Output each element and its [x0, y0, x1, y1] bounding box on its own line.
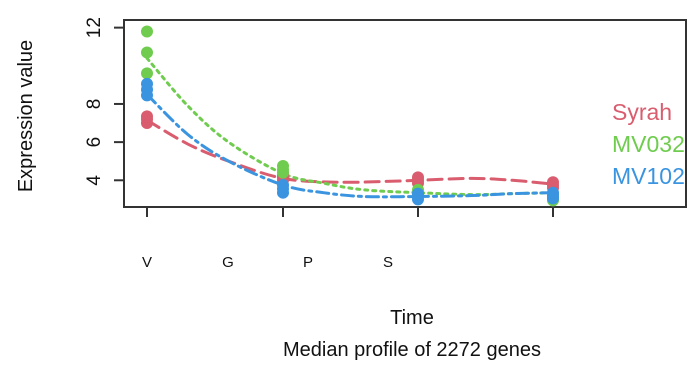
y-tick-label: 6	[84, 137, 105, 148]
curves-layer	[145, 56, 555, 199]
legend-entry-mv102: MV102	[612, 163, 685, 189]
x-tick-label: V	[142, 254, 152, 271]
x-tick-label: G	[222, 254, 234, 271]
data-point-mv102	[547, 186, 559, 199]
data-point-mv102	[277, 179, 289, 192]
series-line-syrah	[145, 118, 555, 186]
data-point-mv102	[412, 187, 424, 200]
series-line-mv032	[145, 56, 555, 197]
legend-entry-mv032: MV032	[612, 131, 685, 157]
data-point-syrah	[412, 171, 424, 184]
data-point-mv032	[141, 46, 153, 59]
data-point-mv032	[277, 159, 289, 172]
x-tick-label: S	[383, 254, 393, 271]
data-point-mv032	[141, 25, 153, 38]
series-line-mv102	[145, 92, 555, 199]
plot-frame	[123, 19, 687, 208]
legend: Syrah MV032 MV102	[612, 99, 685, 189]
y-tick-label: 12	[84, 17, 105, 38]
data-point-syrah	[141, 110, 153, 123]
chart-subtitle: Median profile of 2272 genes	[283, 339, 541, 361]
y-axis-label: Expression value	[15, 40, 37, 192]
ticks-layer: 4 6 8 12 V G P S	[84, 17, 554, 271]
legend-entry-syrah: Syrah	[612, 99, 672, 125]
x-tick-label: P	[303, 254, 313, 271]
data-point-mv032	[141, 67, 153, 80]
points-layer	[141, 25, 559, 207]
data-point-syrah	[547, 176, 559, 189]
y-tick-label: 4	[84, 175, 105, 186]
data-point-mv102	[141, 77, 153, 90]
x-axis-label: Time	[390, 307, 434, 329]
y-tick-label: 8	[84, 99, 105, 110]
axes-layer	[123, 19, 687, 208]
